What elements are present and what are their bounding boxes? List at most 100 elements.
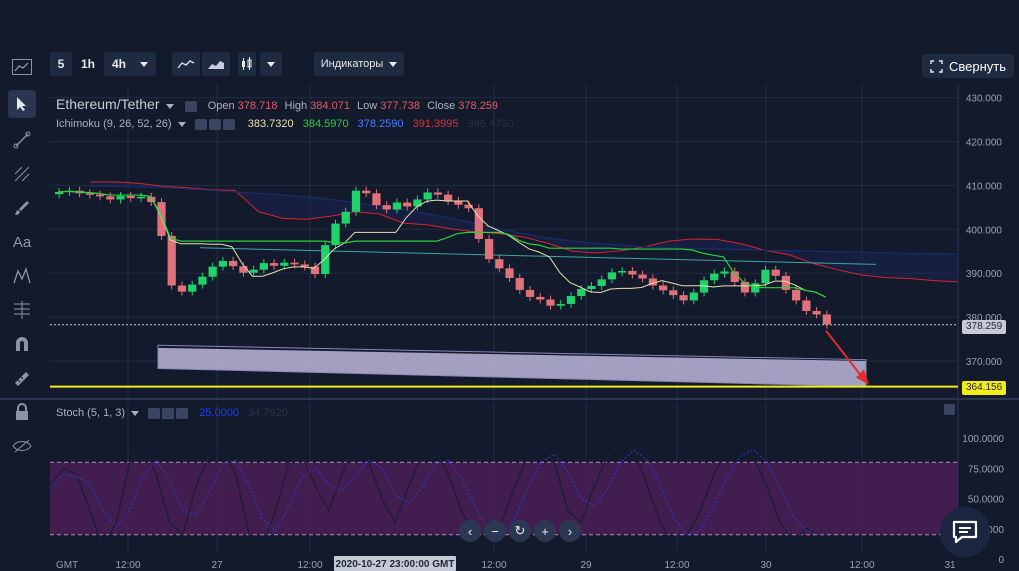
candle [515, 278, 524, 290]
candle [464, 204, 473, 209]
candle [536, 296, 545, 300]
candle [249, 269, 258, 273]
candle [413, 199, 422, 207]
zoom-in-button[interactable]: + [534, 520, 556, 542]
candles-chart-button[interactable] [238, 52, 256, 76]
brush-tool[interactable] [8, 194, 36, 222]
low-value: 377.738 [380, 100, 421, 112]
lock-tool[interactable] [8, 398, 36, 426]
chevron-down-icon[interactable] [177, 122, 186, 127]
trend-line-tool[interactable] [8, 126, 36, 154]
time-axis-label: 27 [211, 560, 223, 571]
candle [658, 285, 668, 291]
candle [546, 299, 555, 306]
senkou-b-value: 396.4730 [467, 118, 514, 130]
chart-type-dropdown[interactable] [260, 52, 282, 76]
candle [761, 269, 770, 284]
candle [147, 196, 156, 203]
candle [505, 268, 514, 279]
line-chart-button[interactable] [172, 52, 200, 76]
chevron-down-icon [267, 61, 275, 67]
candle [85, 193, 94, 195]
close-icon[interactable] [222, 118, 235, 130]
eye-icon[interactable] [194, 118, 207, 130]
stoch-d-line [49, 449, 821, 536]
candle [280, 262, 289, 266]
ichimoku-name[interactable]: Ichimoku (9, 26, 52, 26) [56, 118, 172, 130]
symbol-name[interactable]: Ethereum/Tether [56, 96, 160, 112]
ruler-tool[interactable] [8, 364, 36, 392]
pattern-tool[interactable] [8, 262, 36, 290]
reset-button[interactable]: ↻ [509, 520, 531, 542]
interval-5-button[interactable]: 5 [50, 52, 72, 76]
candle [341, 211, 350, 224]
text-tool[interactable]: Aa [8, 228, 36, 256]
candle [495, 259, 504, 269]
price-axis-label: 410.000 [966, 181, 1003, 192]
fibonacci-tool[interactable] [8, 296, 36, 324]
eye-slash-icon [12, 439, 32, 453]
candle [433, 192, 442, 195]
refresh-icon: ↻ [514, 523, 526, 538]
candle [566, 296, 576, 304]
stoch-axis-label: 50.0000 [968, 495, 1005, 506]
candle [177, 285, 187, 292]
time-axis-label: 12:00 [481, 560, 506, 571]
crosshair-time-box [334, 556, 456, 571]
candle [556, 303, 565, 306]
eye-icon[interactable] [184, 100, 197, 112]
candle [710, 273, 719, 281]
interval-1h-button[interactable]: 1h [76, 52, 100, 76]
area-chart-button[interactable] [202, 52, 230, 76]
chevron-left-icon: ‹ [467, 523, 473, 539]
pattern-icon [13, 267, 31, 284]
plus-icon: + [541, 523, 549, 539]
stoch-d-value: 34.7920 [248, 407, 288, 419]
trend-line [199, 247, 877, 265]
fork-tool[interactable] [8, 160, 36, 188]
gear-icon[interactable] [162, 407, 175, 419]
collapse-button[interactable]: Свернуть [922, 54, 1014, 78]
scroll-right-button[interactable]: › [559, 520, 581, 542]
candle [290, 262, 299, 265]
time-axis-label: 12:00 [297, 560, 322, 571]
chevron-down-icon[interactable] [131, 411, 140, 416]
candle [382, 205, 391, 210]
gear-icon[interactable] [208, 118, 221, 130]
close-icon[interactable] [176, 407, 189, 419]
candle [607, 272, 617, 280]
pane-maximize-icon[interactable] [944, 404, 955, 415]
candle [587, 285, 596, 290]
scroll-left-button[interactable]: ‹ [459, 520, 481, 542]
kijun-line [57, 190, 827, 298]
indicators-dropdown[interactable]: Индикаторы [314, 52, 404, 76]
candle [669, 290, 678, 296]
candle [351, 190, 361, 212]
magnet-icon [16, 337, 28, 351]
candle [310, 266, 320, 275]
chat-button[interactable] [940, 507, 990, 557]
cursor-tool[interactable] [8, 90, 36, 118]
chart-style-tool[interactable] [8, 53, 36, 81]
zoom-out-button[interactable]: − [484, 520, 506, 542]
candle [812, 310, 821, 315]
chevron-right-icon: › [567, 523, 573, 539]
candle [699, 280, 709, 293]
candle [730, 271, 739, 282]
gmt-label: GMT [56, 560, 78, 571]
stoch-axis-label: 0 [998, 555, 1004, 566]
eye-icon[interactable] [148, 407, 161, 419]
price-axis-label: 370.000 [966, 357, 1003, 368]
chevron-down-icon[interactable] [165, 104, 174, 109]
candle [392, 202, 402, 210]
candle [525, 289, 535, 297]
stoch-name[interactable]: Stoch (5, 1, 3) [56, 407, 126, 419]
time-axis-label: 12:00 [664, 560, 689, 571]
candle [638, 274, 647, 279]
candle [781, 275, 791, 290]
hide-tool[interactable] [8, 432, 36, 460]
interval-4h-dropdown[interactable]: 4h [104, 52, 156, 76]
time-axis-label: 31 [944, 560, 956, 571]
magnet-tool[interactable] [8, 330, 36, 358]
